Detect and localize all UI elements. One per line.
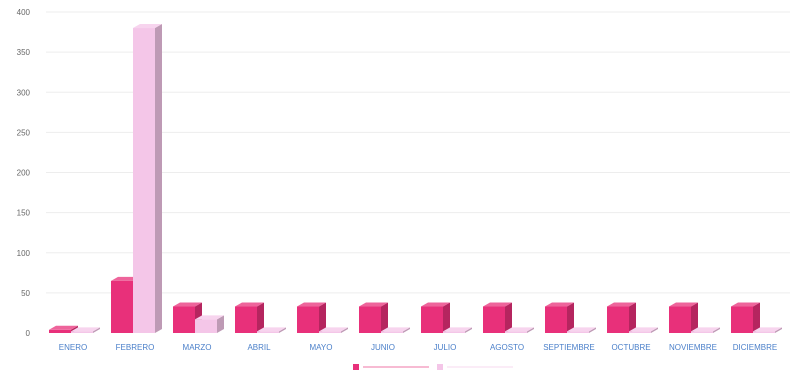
- legend-swatch: [353, 364, 359, 370]
- bar-mayo-series-2: [319, 327, 348, 333]
- legend: [353, 364, 513, 370]
- y-tick-label: 0: [26, 329, 31, 338]
- y-tick-label: 250: [17, 128, 31, 137]
- bars: [49, 24, 782, 334]
- y-tick-label: 300: [17, 88, 31, 97]
- x-tick-label: JULIO: [434, 343, 457, 352]
- bar-abril-series-2: [257, 327, 286, 333]
- x-tick-label: NOVIEMBRE: [669, 343, 717, 352]
- bar-agosto-series-1: [483, 302, 512, 333]
- bar-enero-series-2: [71, 327, 100, 333]
- bar-octubre-series-2: [629, 327, 658, 333]
- x-tick-label: AGOSTO: [490, 343, 524, 352]
- x-tick-label: SEPTIEMBRE: [543, 343, 595, 352]
- bar-julio-series-1: [421, 302, 450, 333]
- bar-mayo-series-1: [297, 302, 326, 333]
- bar-junio-series-1: [359, 302, 388, 333]
- y-tick-label: 350: [17, 48, 31, 57]
- x-tick-label: ENERO: [59, 343, 87, 352]
- x-tick-label: ABRIL: [247, 343, 271, 352]
- bar-abril-series-1: [235, 302, 264, 333]
- y-tick-label: 100: [17, 249, 31, 258]
- x-tick-label: JUNIO: [371, 343, 395, 352]
- x-tick-label: MAYO: [310, 343, 333, 352]
- y-axis: 0 50 100 150 200 250 300 350 400: [17, 8, 31, 338]
- legend-label-faded: [447, 366, 513, 368]
- bar-diciembre-series-1: [731, 302, 760, 333]
- bar-marzo-series-2: [195, 315, 224, 333]
- bar-septiembre-series-2: [567, 327, 596, 333]
- y-tick-label: 50: [21, 289, 30, 298]
- y-tick-label: 200: [17, 169, 31, 178]
- gridlines: [46, 11, 790, 294]
- bar-octubre-series-1: [607, 302, 636, 333]
- bar-diciembre-series-2: [753, 327, 782, 333]
- bar-agosto-series-2: [505, 327, 534, 333]
- x-axis: ENERO FEBRERO MARZO ABRIL MAYO JUNIO JULIO AGOS…: [59, 343, 777, 352]
- y-tick-label: 400: [17, 8, 31, 17]
- x-tick-label: DICIEMBRE: [733, 343, 777, 352]
- legend-entry-series-1: [353, 364, 429, 370]
- bar-noviembre-series-1: [669, 302, 698, 333]
- bar-junio-series-2: [381, 327, 410, 333]
- bar-marzo-series-1: [173, 302, 202, 333]
- legend-label-faded: [363, 366, 429, 368]
- x-tick-label: MARZO: [183, 343, 212, 352]
- bar-septiembre-series-1: [545, 302, 574, 333]
- legend-entry-series-2: [437, 364, 513, 370]
- bar-febrero-series-2: [133, 24, 162, 334]
- x-tick-label: FEBRERO: [116, 343, 155, 352]
- x-tick-label: OCTUBRE: [611, 343, 650, 352]
- legend-swatch: [437, 364, 443, 370]
- y-tick-label: 150: [17, 209, 31, 218]
- bar-noviembre-series-2: [691, 327, 720, 333]
- bar-julio-series-2: [443, 327, 472, 333]
